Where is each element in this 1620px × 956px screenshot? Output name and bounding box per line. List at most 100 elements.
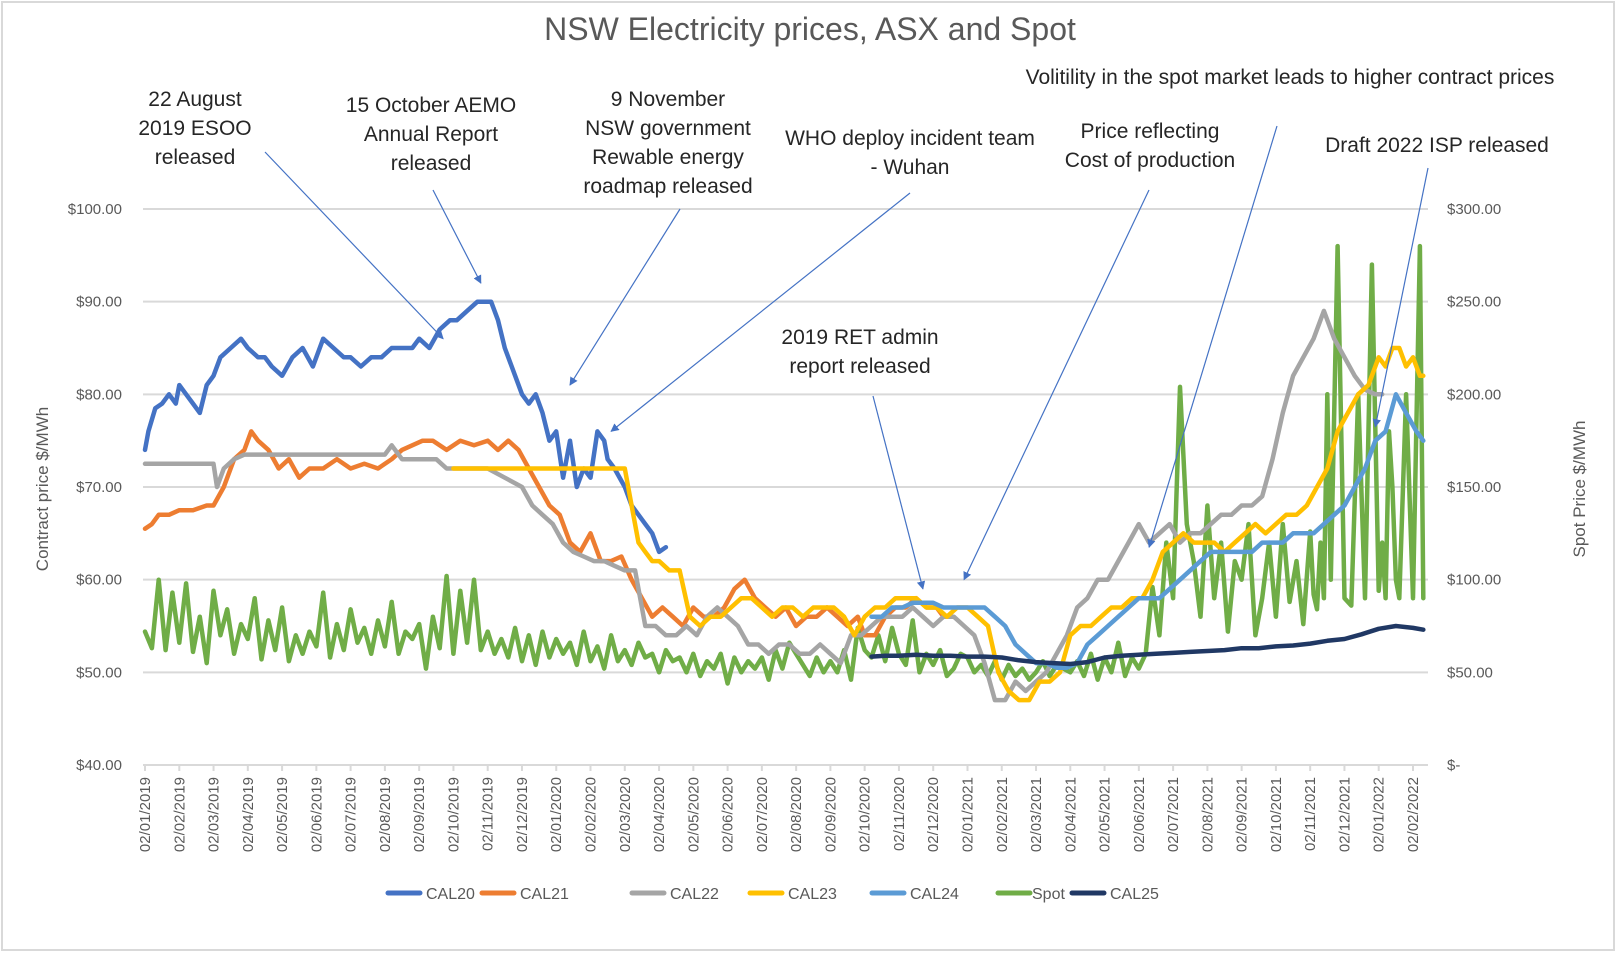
- legend: CAL20 CAL21 CAL22 CAL23 CAL24 Spot CAL25: [385, 886, 1159, 903]
- x-tick-label: 02/08/2021: [1199, 777, 1216, 852]
- annotation-text: report released: [789, 355, 930, 378]
- x-tick-label: 02/01/2020: [548, 777, 565, 852]
- x-tick-label: 02/01/2022: [1371, 777, 1388, 852]
- x-tick-label: 02/04/2019: [240, 777, 257, 852]
- x-tick-label: 02/12/2019: [514, 777, 531, 852]
- annotation: Volitility in the spot market leads to h…: [1026, 66, 1555, 549]
- legend-label: Spot: [1032, 886, 1065, 903]
- y2-tick-label: $-: [1447, 757, 1460, 774]
- x-tick-label: 02/07/2021: [1165, 777, 1182, 852]
- annotation-text: Rewable energy: [592, 146, 744, 169]
- annotation-text: NSW government: [585, 117, 751, 140]
- x-tick-label: 02/07/2020: [754, 777, 771, 852]
- annotation: 9 November NSW government Rewable energy ro…: [569, 88, 753, 386]
- annotation: Price reflecting Cost of production: [963, 120, 1235, 581]
- x-tick-label: 02/01/2021: [959, 777, 976, 852]
- y2-tick-label: $50.00: [1447, 664, 1493, 681]
- legend-label: CAL20: [426, 886, 475, 903]
- series-line-cal25: [869, 623, 1426, 667]
- gridlines: [143, 208, 1428, 766]
- annotation-text: 2019 RET admin: [781, 326, 938, 349]
- annotation-text: Annual Report: [364, 123, 498, 146]
- legend-item-cal25: CAL25: [1069, 886, 1159, 903]
- series-line-cal22: [142, 308, 1385, 703]
- right-axis-label: Spot Price $/MWh: [1570, 421, 1589, 558]
- annotation-text: Cost of production: [1065, 149, 1235, 172]
- y-tick-label: $50.00: [76, 664, 122, 681]
- x-tick-label: 02/12/2021: [1336, 777, 1353, 852]
- annotation: Draft 2022 ISP released: [1325, 134, 1549, 428]
- series-line-cal24: [869, 392, 1426, 670]
- y-tick-label: $90.00: [76, 294, 122, 311]
- legend-label: CAL23: [788, 886, 837, 903]
- legend-item-spot: Spot: [995, 886, 1065, 903]
- legend-label: CAL24: [910, 886, 959, 903]
- annotation-text: 15 October AEMO: [346, 94, 516, 117]
- annotation-text: 9 November: [611, 88, 725, 111]
- series-line-spot: [142, 243, 1426, 686]
- annotation-text: roadmap released: [583, 175, 752, 198]
- x-tick-label: 02/03/2020: [617, 777, 634, 852]
- annotation-text: released: [391, 152, 472, 175]
- x-tick-label: 02/09/2021: [1234, 777, 1251, 852]
- right-axis-ticks: $300.00 $250.00 $200.00 $150.00 $100.00 $50.0…: [1447, 201, 1501, 774]
- annotation-text: released: [155, 146, 236, 169]
- annotation-text: Draft 2022 ISP released: [1325, 134, 1549, 157]
- x-tick-label: 02/11/2019: [480, 777, 497, 851]
- legend-item-cal24: CAL24: [869, 886, 959, 903]
- annotation-arrow: [569, 208, 681, 386]
- x-axis: 02/01/2019 02/02/2019 02/03/2019 02/04/2019…: [137, 765, 1422, 852]
- annotation-text: 22 August: [148, 88, 242, 111]
- annotation-text: Volitility in the spot market leads to h…: [1026, 66, 1555, 89]
- x-tick-label: 02/03/2021: [1028, 777, 1045, 852]
- x-tick-label: 02/06/2019: [308, 777, 325, 852]
- x-tick-label: 02/05/2019: [274, 777, 291, 852]
- series-line-cal23: [451, 345, 1426, 703]
- x-tick-label: 02/02/2022: [1405, 777, 1422, 852]
- legend-label: CAL25: [1110, 886, 1159, 903]
- annotation: 2019 RET admin report released: [781, 326, 939, 590]
- x-tick-label: 02/09/2020: [822, 777, 839, 852]
- annotation-arrow: [1372, 167, 1429, 428]
- x-tick-label: 02/02/2020: [583, 777, 600, 852]
- annotation-arrow: [610, 192, 911, 432]
- annotation-arrow: [872, 395, 926, 590]
- legend-item-cal21: CAL21: [479, 886, 569, 903]
- y2-tick-label: $100.00: [1447, 572, 1501, 589]
- series-line-cal21: [142, 429, 946, 638]
- legend-item-cal22: CAL22: [629, 886, 719, 903]
- annotation: 22 August 2019 ESOO released: [138, 88, 444, 340]
- annotation-arrow: [432, 189, 482, 284]
- x-tick-label: 02/07/2019: [343, 777, 360, 852]
- y-tick-label: $100.00: [68, 201, 122, 218]
- x-tick-label: 02/10/2019: [445, 777, 462, 852]
- x-tick-label: 02/05/2020: [685, 777, 702, 852]
- y-tick-label: $60.00: [76, 572, 122, 589]
- annotation: 15 October AEMO Annual Report released: [346, 94, 516, 284]
- left-axis-label: Contract price $/MWh: [33, 407, 52, 571]
- annotation-arrow: [264, 151, 444, 340]
- y2-tick-label: $250.00: [1447, 294, 1501, 311]
- y2-tick-label: $150.00: [1447, 479, 1501, 496]
- annotation-text: 2019 ESOO: [138, 117, 251, 140]
- legend-item-cal23: CAL23: [747, 886, 837, 903]
- left-axis-ticks: $100.00 $90.00 $80.00 $70.00 $60.00 $50.00 $40…: [68, 201, 122, 774]
- annotation-text: WHO deploy incident team: [785, 127, 1035, 150]
- x-tick-label: 02/03/2019: [206, 777, 223, 852]
- y-tick-label: $40.00: [76, 757, 122, 774]
- x-tick-label: 02/06/2020: [720, 777, 737, 852]
- legend-label: CAL21: [520, 886, 569, 903]
- y2-tick-label: $300.00: [1447, 201, 1501, 218]
- x-tick-label: 02/08/2019: [377, 777, 394, 852]
- y-tick-label: $70.00: [76, 479, 122, 496]
- y-tick-label: $80.00: [76, 386, 122, 403]
- x-tick-label: 02/12/2020: [925, 777, 942, 852]
- annotation-text: Price reflecting: [1081, 120, 1220, 143]
- x-tick-label: 02/06/2021: [1131, 777, 1148, 852]
- x-tick-label: 02/10/2020: [857, 777, 874, 852]
- annotation-text: - Wuhan: [871, 156, 950, 179]
- annotation: WHO deploy incident team - Wuhan: [610, 127, 1035, 432]
